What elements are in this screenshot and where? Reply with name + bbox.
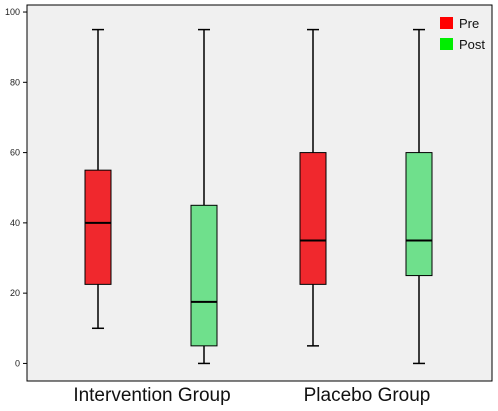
box-pre-1 [299,28,327,347]
y-tick-label: 100 [5,7,20,17]
box-post-0 [190,28,218,365]
legend-label: Post [459,37,485,52]
legend-swatch [440,38,453,50]
y-tick-label: 0 [15,358,20,368]
box-series [84,28,433,365]
box-iqr [190,204,218,347]
y-tick-label: 80 [10,77,20,87]
x-category-label: Placebo Group [304,385,431,406]
box-iqr [84,169,112,285]
box-pre-0 [84,28,112,330]
x-axis-labels: Intervention Group Placebo Group [73,385,430,406]
legend-label: Pre [459,16,479,31]
box-iqr [299,152,327,285]
y-axis: 0 20 40 60 80 100 [5,7,27,368]
box-iqr [405,152,433,277]
x-category-label: Intervention Group [73,385,230,406]
legend-swatch [440,17,453,29]
y-tick-label: 60 [10,148,20,158]
y-tick-label: 40 [10,218,20,228]
legend: Pre Post [440,16,485,52]
y-tick-label: 20 [10,288,20,298]
box-post-1 [405,28,433,365]
